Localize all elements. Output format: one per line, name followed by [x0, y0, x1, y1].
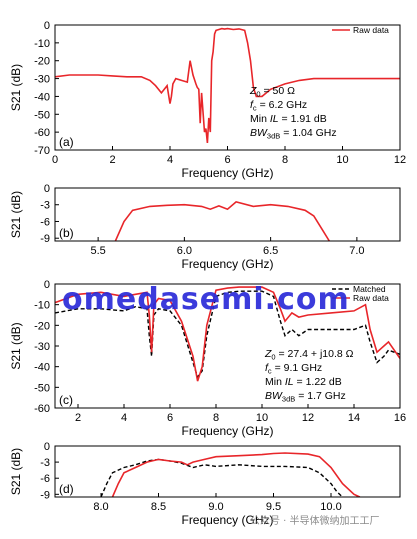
y-tick-label: 0	[44, 20, 50, 32]
series-line-raw-data	[55, 286, 400, 382]
y-axis-label: S21 (dB)	[9, 448, 23, 495]
y-tick-label: -9	[40, 233, 50, 245]
annotation-line: fc = 9.1 GHz	[265, 362, 322, 376]
watermark-text: omedasemi.com	[62, 282, 350, 317]
x-tick-label: 6	[167, 412, 173, 424]
x-tick-label: 4	[121, 412, 127, 424]
y-axis-label: S21 (dB)	[9, 322, 23, 369]
y-tick-label: 0	[44, 441, 50, 453]
x-axis-label: Frequency (GHz)	[181, 513, 273, 527]
legend-entry: Raw data	[353, 293, 389, 303]
y-tick-label: -40	[34, 362, 50, 374]
y-tick-label: -9	[40, 489, 50, 501]
y-tick-label: -60	[34, 127, 50, 139]
y-tick-label: -10	[34, 300, 50, 312]
panel-a: 0 2 4 6 8 10 12 0 -10 -20 -30 -40 -50 -60 -70 Frequency…	[9, 20, 406, 180]
y-tick-label: -3	[40, 457, 50, 469]
x-axis-label: Frequency (GHz)	[181, 166, 273, 180]
y-tick-label: 0	[44, 183, 50, 195]
series-line-raw-data	[55, 27, 400, 143]
series-line-raw-data	[111, 452, 361, 497]
panel-c: 2 4 6 8 10 12 14 16 0 -10 -20 -30 -40 -50 -60 Frequency…	[9, 279, 406, 438]
annotation-line: Min IL = 1.91 dB	[250, 113, 327, 125]
x-tick-label: 8.5	[151, 501, 166, 513]
panel-b: 5.5 6.0 6.5 7.0 0 -3 -6 -9 Frequency (GHz) S21 (d…	[9, 183, 401, 271]
y-tick-label: -3	[40, 200, 50, 212]
series-line-matched	[100, 458, 343, 497]
plot-frame	[54, 445, 401, 498]
y-axis-label: S21 (dB)	[9, 191, 23, 238]
y-tick-label: -50	[34, 382, 50, 394]
watermark-caption: 公众号 · 半导体微纳加工工厂	[250, 514, 380, 527]
x-tick-label: 14	[348, 412, 360, 424]
plot-frame	[54, 24, 401, 151]
x-tick-label: 6	[224, 154, 230, 166]
y-tick-label: -10	[34, 38, 50, 50]
x-tick-label: 12	[302, 412, 314, 424]
y-tick-label: -60	[34, 403, 50, 415]
x-tick-label: 6.0	[177, 245, 192, 257]
panel-label: (a)	[59, 135, 74, 149]
x-axis-label: Frequency (GHz)	[181, 424, 273, 438]
y-tick-label: -20	[34, 56, 50, 68]
x-tick-label: 12	[394, 154, 406, 166]
x-tick-label: 16	[394, 412, 406, 424]
y-tick-label: -30	[34, 341, 50, 353]
y-tick-label: -20	[34, 320, 50, 332]
series-line-matched	[55, 290, 400, 379]
y-tick-label: 0	[44, 279, 50, 291]
panel-label: (b)	[59, 226, 74, 240]
x-tick-label: 9.5	[266, 501, 281, 513]
x-axis-label: Frequency (GHz)	[181, 257, 273, 271]
plot-frame	[54, 187, 401, 242]
x-tick-label: 8.0	[93, 501, 108, 513]
annotation-line: Z0 = 27.4 + j10.8 Ω	[264, 348, 354, 362]
x-tick-label: 10	[256, 412, 268, 424]
annotation-line: Z0 = 50 Ω	[249, 85, 295, 99]
x-tick-label: 9.0	[208, 501, 223, 513]
x-tick-label: 4	[167, 154, 173, 166]
legend-entry: Matched	[353, 284, 386, 294]
x-tick-label: 10	[336, 154, 348, 166]
panel-d: 8.0 8.5 9.0 9.5 10.0 0 -3 -6 -9 Frequency (GHz) S2…	[9, 441, 401, 527]
x-tick-label: 7.0	[349, 245, 364, 257]
x-tick-label: 2	[109, 154, 115, 166]
annotation-line: fc = 6.2 GHz	[250, 99, 307, 113]
x-tick-label: 8	[282, 154, 288, 166]
y-tick-label: -30	[34, 74, 50, 86]
y-tick-label: -6	[40, 473, 50, 485]
panel-label: (d)	[59, 482, 74, 496]
y-tick-label: -50	[34, 109, 50, 121]
panel-label: (c)	[59, 393, 73, 407]
y-tick-label: -70	[34, 145, 50, 157]
y-tick-label: -40	[34, 91, 50, 103]
annotation-line: Min IL = 1.22 dB	[265, 376, 342, 388]
legend-entry: Raw data	[353, 25, 389, 35]
y-tick-label: -6	[40, 216, 50, 228]
y-axis-label: S21 (dB)	[9, 64, 23, 111]
x-tick-label: 6.5	[263, 245, 278, 257]
x-tick-label: 0	[52, 154, 58, 166]
x-tick-label: 5.5	[90, 245, 105, 257]
x-tick-label: 8	[213, 412, 219, 424]
x-tick-label: 2	[75, 412, 81, 424]
x-tick-label: 10.0	[320, 501, 341, 513]
annotation-line: BW3dB = 1.04 GHz	[250, 127, 337, 141]
annotation-line: BW3dB = 1.7 GHz	[265, 390, 346, 404]
series-line-raw-data	[114, 201, 330, 241]
